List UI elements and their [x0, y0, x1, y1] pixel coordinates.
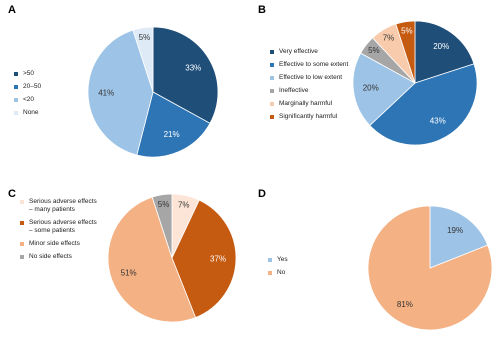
legend-label: Minor side effects	[29, 240, 80, 247]
data-label: 19%	[447, 226, 463, 235]
data-label: 5%	[139, 33, 151, 42]
legend-item: No	[268, 269, 328, 277]
pie-slice	[87, 29, 154, 156]
legend: Yes No	[268, 256, 328, 282]
panel-label: A	[8, 4, 16, 16]
data-label: 5%	[158, 200, 170, 209]
legend-item: Minor side effects	[20, 240, 98, 248]
legend: Serious adverse effects – many patients S…	[20, 198, 98, 266]
data-label: 37%	[210, 255, 226, 264]
legend-swatch	[20, 255, 24, 259]
panel-label: B	[258, 4, 266, 16]
legend-swatch	[270, 89, 274, 93]
legend-swatch	[20, 242, 24, 246]
legend-swatch	[14, 72, 18, 76]
data-label: 33%	[185, 63, 201, 72]
legend-item: Serious adverse effects – some patients	[20, 219, 98, 235]
legend-item: Significantly harmful	[270, 113, 365, 121]
legend-swatch	[270, 50, 274, 54]
legend-label: Serious adverse effects – some patients	[29, 219, 97, 234]
pie-slice	[352, 52, 416, 127]
legend-item: Serious adverse effects – many patients	[20, 198, 98, 214]
pie-slice	[151, 193, 173, 259]
legend-item: >50	[14, 70, 74, 78]
data-label: 81%	[397, 300, 413, 309]
legend-label: Serious adverse effects – many patients	[29, 198, 97, 213]
legend-swatch	[14, 85, 18, 89]
legend-swatch	[268, 258, 272, 262]
pie-slice	[152, 26, 219, 124]
legend-item: None	[14, 109, 74, 117]
data-label: 5%	[401, 27, 413, 36]
data-label: 51%	[121, 269, 137, 278]
pie-slice	[136, 91, 211, 158]
legend-label: 20–50	[23, 83, 42, 90]
legend: Very effective Effective to some extent Ef…	[270, 48, 365, 126]
legend-label: Effective to low extent	[279, 74, 343, 81]
pie-slice	[171, 199, 237, 319]
legend-item: Very effective	[270, 48, 365, 56]
data-label: 43%	[430, 117, 446, 126]
legend-label: Marginally harmful	[279, 100, 333, 107]
legend-swatch	[20, 221, 24, 225]
legend-label: >50	[23, 70, 35, 77]
pie-slice	[414, 20, 475, 84]
legend-item: Marginally harmful	[270, 100, 365, 108]
data-label: 7%	[383, 33, 395, 42]
legend-swatch	[20, 200, 24, 204]
pie-slice	[107, 196, 197, 323]
legend-label: No	[277, 269, 286, 276]
legend-label: None	[23, 109, 39, 116]
legend-swatch	[14, 98, 18, 102]
data-label: 20%	[363, 84, 379, 93]
legend-item: Ineffective	[270, 87, 365, 95]
pie-slice	[369, 63, 478, 146]
data-label: 21%	[164, 130, 180, 139]
legend-label: Significantly harmful	[279, 113, 338, 120]
legend-label: Effective to some extent	[279, 61, 349, 68]
legend-swatch	[270, 102, 274, 106]
legend-item: Effective to some extent	[270, 61, 365, 69]
data-label: 7%	[178, 201, 190, 210]
legend-item: <20	[14, 96, 74, 104]
legend-item: No side effects	[20, 253, 98, 261]
data-label: 20%	[433, 42, 449, 51]
legend-item: Yes	[268, 256, 328, 264]
panel-label: D	[258, 188, 266, 200]
panel-label: C	[8, 188, 16, 200]
legend-item: 20–50	[14, 83, 74, 91]
legend-label: No side effects	[29, 253, 72, 260]
legend-label: Ineffective	[279, 87, 309, 94]
pie-slice	[395, 20, 416, 84]
legend-item: Effective to low extent	[270, 74, 365, 82]
pie-slice	[132, 26, 154, 93]
pie-slice	[429, 205, 489, 269]
legend-swatch	[270, 63, 274, 67]
data-label: 41%	[98, 89, 114, 98]
data-label: 5%	[368, 46, 380, 55]
legend-swatch	[270, 76, 274, 80]
legend-swatch	[268, 271, 272, 275]
legend-label: Very effective	[279, 48, 318, 55]
legend-swatch	[270, 115, 274, 119]
legend-label: Yes	[277, 256, 288, 263]
legend-label: <20	[23, 96, 35, 103]
legend: >50 20–50 <20 None	[14, 70, 74, 122]
legend-swatch	[14, 111, 18, 115]
pie-slice	[367, 205, 493, 331]
